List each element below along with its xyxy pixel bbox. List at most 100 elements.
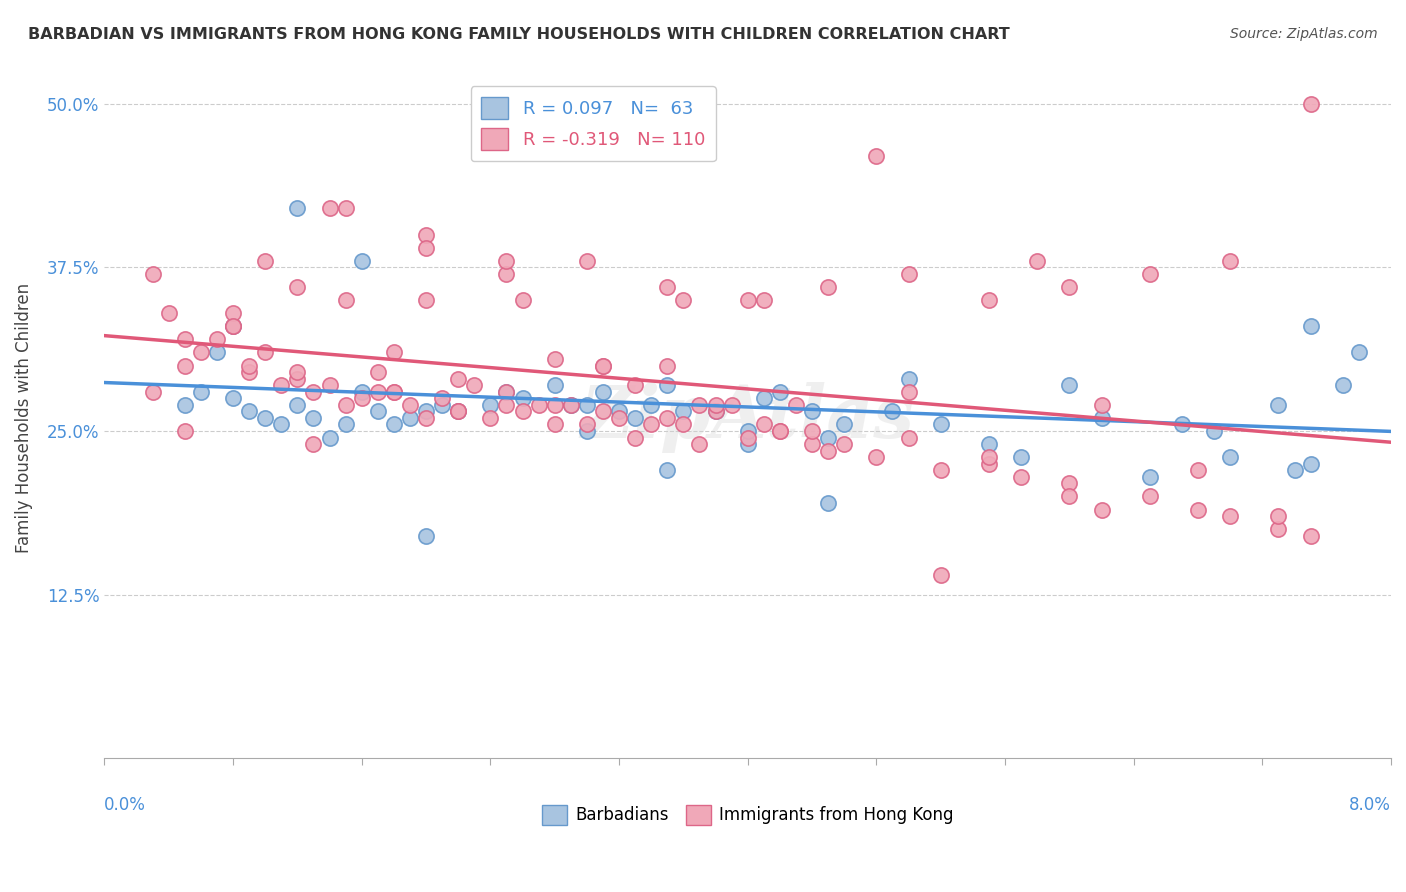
Point <box>592 359 614 373</box>
Point <box>1059 490 1081 504</box>
Point <box>801 424 824 438</box>
Point <box>560 398 582 412</box>
Point <box>447 404 470 418</box>
Point <box>512 293 534 307</box>
Point <box>657 463 679 477</box>
Point <box>929 568 952 582</box>
Point <box>817 443 839 458</box>
Point <box>479 398 502 412</box>
Point <box>222 391 245 405</box>
Point <box>254 345 277 359</box>
Point <box>157 306 180 320</box>
Point <box>415 410 437 425</box>
Point <box>1139 267 1161 281</box>
Point <box>1187 463 1209 477</box>
Point <box>173 424 195 438</box>
Point <box>704 404 727 418</box>
Point <box>1267 509 1289 524</box>
Point <box>688 398 710 412</box>
Point <box>897 371 920 385</box>
Point <box>142 267 165 281</box>
Point <box>1219 509 1241 524</box>
Point <box>173 332 195 346</box>
Point <box>607 410 630 425</box>
Point <box>575 417 598 432</box>
Point <box>142 384 165 399</box>
Point <box>737 293 759 307</box>
Point <box>1267 398 1289 412</box>
Point <box>672 293 695 307</box>
Point <box>222 319 245 334</box>
Point <box>1090 502 1112 516</box>
Point <box>1299 529 1322 543</box>
Point <box>495 398 517 412</box>
Point <box>1284 463 1306 477</box>
Point <box>1059 378 1081 392</box>
Point <box>769 424 792 438</box>
Y-axis label: Family Households with Children: Family Households with Children <box>15 283 32 553</box>
Point <box>238 404 260 418</box>
Point <box>704 404 727 418</box>
Point <box>350 253 373 268</box>
Point <box>285 280 308 294</box>
Point <box>415 404 437 418</box>
Point <box>1010 450 1032 465</box>
Point <box>977 293 1000 307</box>
Point <box>832 437 855 451</box>
Point <box>495 384 517 399</box>
Point <box>1026 253 1049 268</box>
Point <box>560 398 582 412</box>
Point <box>657 359 679 373</box>
Point <box>817 430 839 444</box>
Point <box>544 417 567 432</box>
Point <box>302 410 325 425</box>
Point <box>415 241 437 255</box>
Point <box>430 391 453 405</box>
Point <box>1187 502 1209 516</box>
Point <box>640 417 662 432</box>
Point <box>592 359 614 373</box>
Point <box>1139 490 1161 504</box>
Point <box>512 391 534 405</box>
Point <box>929 463 952 477</box>
Text: Source: ZipAtlas.com: Source: ZipAtlas.com <box>1230 27 1378 41</box>
Point <box>737 430 759 444</box>
Point <box>1059 280 1081 294</box>
Point <box>1090 410 1112 425</box>
Point <box>254 410 277 425</box>
Point <box>285 365 308 379</box>
Point <box>657 410 679 425</box>
Point <box>817 496 839 510</box>
Point <box>495 96 517 111</box>
Point <box>254 253 277 268</box>
Point <box>527 398 550 412</box>
Point <box>752 391 775 405</box>
Point <box>1171 417 1194 432</box>
Point <box>752 417 775 432</box>
Point <box>318 378 340 392</box>
Point <box>205 345 228 359</box>
Point <box>367 404 389 418</box>
Point <box>544 378 567 392</box>
Point <box>285 398 308 412</box>
Point <box>222 319 245 334</box>
Text: 8.0%: 8.0% <box>1350 796 1391 814</box>
Point <box>415 227 437 242</box>
Point <box>832 417 855 432</box>
Point <box>688 437 710 451</box>
Point <box>769 424 792 438</box>
Point <box>977 457 1000 471</box>
Point <box>1204 424 1226 438</box>
Point <box>205 332 228 346</box>
Point <box>367 365 389 379</box>
Point <box>430 398 453 412</box>
Point <box>335 398 357 412</box>
Point <box>1139 470 1161 484</box>
Point <box>897 267 920 281</box>
Point <box>575 398 598 412</box>
Point <box>672 404 695 418</box>
Point <box>897 384 920 399</box>
Point <box>350 384 373 399</box>
Point <box>785 398 807 412</box>
Point <box>270 417 292 432</box>
